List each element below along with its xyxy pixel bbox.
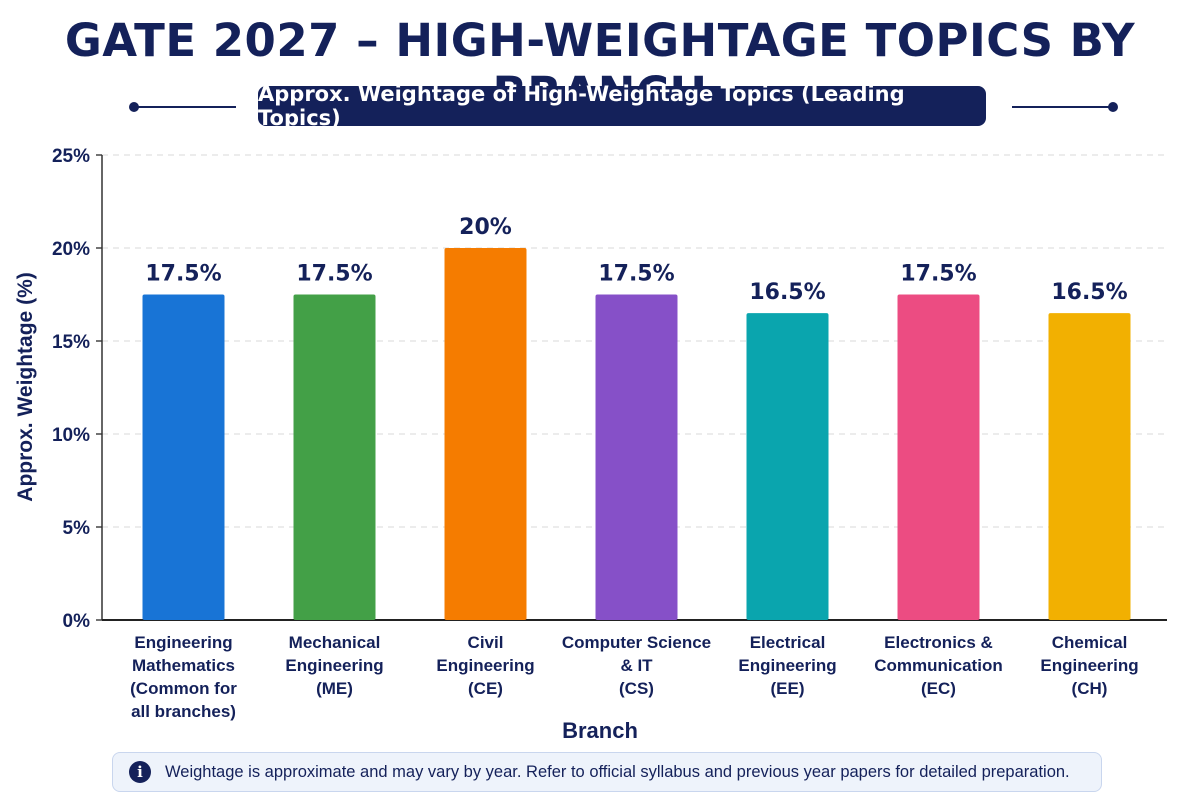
bar <box>142 294 225 620</box>
subtitle-left-dot <box>129 102 139 112</box>
x-tick-label: Engineering <box>285 656 383 675</box>
bar-value-label: 17.5% <box>598 262 674 287</box>
bar-value-label: 16.5% <box>749 280 825 305</box>
y-tick-label: 10% <box>52 425 90 446</box>
footer-text: Weightage is approximate and may vary by… <box>165 762 1070 781</box>
bar-chart: 0% 5% 10% 15% 20% 25% 17.5% Engineering Mathemat… <box>14 146 1167 743</box>
x-tick-label: Electrical <box>750 633 826 652</box>
x-tick-label: Mathematics <box>132 656 235 675</box>
x-tick-label: Computer Science <box>562 633 711 652</box>
x-tick-label: Chemical <box>1052 633 1128 652</box>
x-axis-title: Branch <box>562 718 638 743</box>
bar-value-label: 17.5% <box>296 262 372 287</box>
info-icon: i <box>129 761 151 783</box>
bar-value-label: 17.5% <box>900 262 976 287</box>
x-tick-label: all branches) <box>131 702 236 721</box>
x-tick-label: Engineering <box>738 656 836 675</box>
x-tick-label: Electronics & <box>884 633 993 652</box>
y-tick-label: 15% <box>52 332 90 353</box>
x-tick-label: Civil <box>468 633 504 652</box>
bar <box>293 294 376 620</box>
y-tick-label: 20% <box>52 239 90 260</box>
y-axis-title: Approx. Weightage (%) <box>14 272 37 501</box>
bar <box>1048 313 1131 620</box>
footer-note: i Weightage is approximate and may vary … <box>112 752 1102 792</box>
x-tick-label: (Common for <box>130 679 237 698</box>
x-tick-label: (CH) <box>1072 679 1108 698</box>
x-tick-label: (EC) <box>921 679 956 698</box>
x-tick-label: (CS) <box>619 679 654 698</box>
bar <box>746 313 829 620</box>
x-tick-label: & IT <box>620 656 653 675</box>
x-tick-label: (EE) <box>771 679 805 698</box>
subtitle-left-rule <box>136 106 236 108</box>
bar <box>595 294 678 620</box>
subtitle-right-dot <box>1108 102 1118 112</box>
subtitle-right-rule <box>1012 106 1112 108</box>
x-tick-label: Mechanical <box>289 633 381 652</box>
x-tick-label: Engineering <box>134 633 232 652</box>
y-tick-label: 25% <box>52 146 90 167</box>
bar-value-label: 16.5% <box>1051 280 1127 305</box>
y-tick-label: 0% <box>63 611 91 632</box>
bar-value-label: 17.5% <box>145 262 221 287</box>
x-tick-label: Engineering <box>1040 656 1138 675</box>
y-tick-label: 5% <box>63 518 91 539</box>
bar <box>444 248 527 620</box>
bar-value-label: 20% <box>459 215 512 240</box>
x-tick-label: Engineering <box>436 656 534 675</box>
x-tick-label: Communication <box>874 656 1002 675</box>
x-tick-label: (ME) <box>316 679 353 698</box>
x-tick-label: (CE) <box>468 679 503 698</box>
bar <box>897 294 980 620</box>
